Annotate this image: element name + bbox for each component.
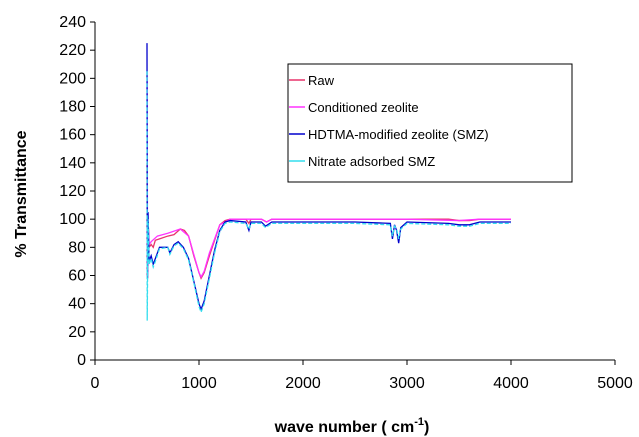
y-tick-label: 20 [68,324,86,341]
y-tick-label: 240 [59,14,86,31]
x-axis-title-end: ) [424,419,429,436]
x-tick-label: 2000 [285,375,321,392]
x-tick-label: 4000 [493,375,529,392]
y-tick-label: 120 [59,183,86,200]
series-line-2 [146,78,511,279]
y-tick-label: 220 [59,42,86,59]
series-line-3 [146,43,511,312]
y-tick-label: 60 [68,268,86,285]
y-tick-label: 40 [68,296,86,313]
legend-label: Raw [308,73,335,88]
legend-label: Conditioned zeolite [308,100,419,115]
x-tick-label: 0 [91,375,100,392]
y-tick-label: 180 [59,99,86,116]
legend-label: Nitrate adsorbed SMZ [308,154,435,169]
legend: Raw Conditioned zeolite HDTMA-modified zeo… [287,63,573,183]
legend-items: Raw Conditioned zeolite HDTMA-modified zeo… [289,73,489,169]
y-tick-label: 140 [59,155,86,172]
legend-box [287,63,573,183]
x-tick-label: 3000 [389,375,425,392]
ticks: 0 20 40 60 80 100 120 140 160 180 200 220 240 0 1000 20… [59,14,633,392]
x-axis-title: wave number ( cm-1) [274,416,430,436]
legend-label: HDTMA-modified zeolite (SMZ) [308,127,489,142]
y-tick-label: 200 [59,70,86,87]
x-axis-title-main: wave number ( cm [274,419,415,436]
y-axis-title: % Transmittance [13,130,30,257]
series-layer [146,43,511,321]
x-tick-label: 5000 [597,375,633,392]
series-line-4 [146,71,511,321]
y-tick-label: 160 [59,127,86,144]
y-tick-label: 0 [77,352,86,369]
y-tick-label: 80 [68,239,86,256]
y-tick-label: 100 [59,211,86,228]
x-axis-title-superscript: -1 [414,416,424,428]
x-tick-label: 1000 [181,375,217,392]
